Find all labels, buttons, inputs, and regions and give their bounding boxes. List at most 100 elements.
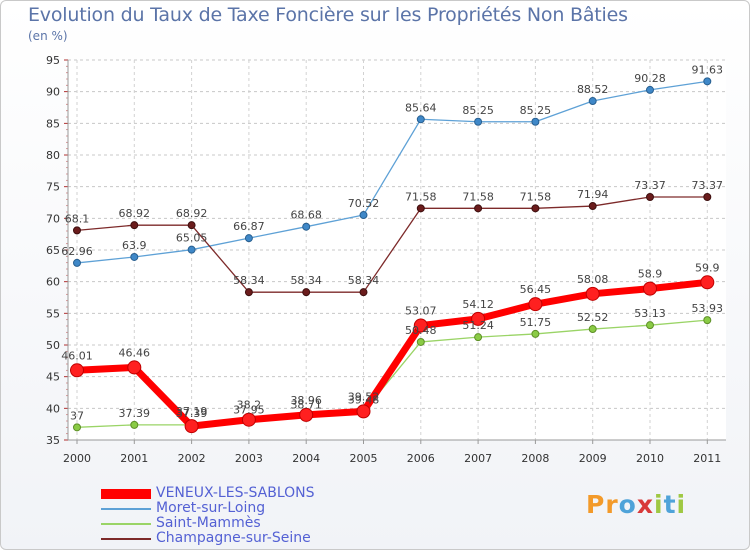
data-point-moret-sur-loing <box>73 258 81 267</box>
data-label-moret-sur-loing: 65.05 <box>176 232 208 245</box>
data-label-saint-mammes: 39.48 <box>348 394 380 407</box>
data-point-moret-sur-loing <box>359 211 368 220</box>
data-point-veneux-les-sablons <box>356 404 371 419</box>
data-label-champagne-sur-seine: 68.92 <box>176 207 208 220</box>
data-label-saint-mammes: 52.52 <box>577 311 609 324</box>
data-point-champagne-sur-seine <box>703 192 712 201</box>
data-point-saint-mammes <box>703 316 712 325</box>
data-point-moret-sur-loing <box>244 234 253 243</box>
data-label-moret-sur-loing: 85.25 <box>520 104 552 117</box>
legend-item-saint-mammes: Saint-Mammès <box>101 515 361 531</box>
legend-swatch <box>101 523 151 525</box>
data-label-veneux-les-sablons: 37.19 <box>176 405 208 418</box>
data-point-champagne-sur-seine <box>359 288 368 297</box>
y-tick-label: 75 <box>46 181 60 194</box>
data-label-saint-mammes: 51.75 <box>520 316 552 329</box>
legend-label: Saint-Mammès <box>156 515 261 531</box>
data-point-veneux-les-sablons <box>471 311 486 326</box>
y-tick-label: 50 <box>46 339 60 352</box>
y-tick-label: 60 <box>46 276 60 289</box>
legend-label: Moret-sur-Loing <box>156 500 266 516</box>
y-tick-label: 35 <box>46 434 60 447</box>
x-tick-label: 2007 <box>464 452 492 465</box>
y-tick-label: 70 <box>46 212 60 225</box>
data-label-saint-mammes: 53.13 <box>634 307 666 320</box>
data-label-veneux-les-sablons: 54.12 <box>462 298 494 311</box>
data-point-saint-mammes <box>531 329 540 338</box>
series-line-veneux-les-sablons <box>76 278 708 430</box>
legend-label: Champagne-sur-Seine <box>156 530 311 546</box>
logo-letter: i <box>654 490 664 519</box>
data-point-saint-mammes <box>588 325 597 334</box>
data-point-veneux-les-sablons <box>299 407 314 422</box>
data-point-moret-sur-loing <box>130 252 139 261</box>
data-label-champagne-sur-seine: 58.34 <box>290 274 322 287</box>
data-point-veneux-les-sablons <box>70 363 84 378</box>
data-label-champagne-sur-seine: 68.92 <box>119 207 151 220</box>
x-tick-label: 2010 <box>636 452 664 465</box>
data-label-saint-mammes: 37.39 <box>119 407 151 420</box>
data-point-champagne-sur-seine <box>302 288 311 297</box>
data-label-saint-mammes: 38.71 <box>290 399 322 412</box>
data-label-champagne-sur-seine: 58.34 <box>348 274 380 287</box>
data-label-champagne-sur-seine: 71.58 <box>462 190 494 203</box>
data-point-saint-mammes <box>73 423 81 432</box>
logo-letter: r <box>605 490 619 519</box>
data-label-champagne-sur-seine: 58.34 <box>233 274 265 287</box>
data-point-champagne-sur-seine <box>244 288 253 297</box>
data-point-veneux-les-sablons <box>184 419 199 434</box>
data-point-champagne-sur-seine <box>474 204 483 213</box>
legend-swatch <box>101 538 151 540</box>
data-point-veneux-les-sablons <box>585 286 600 301</box>
data-label-moret-sur-loing: 88.52 <box>577 83 609 96</box>
data-point-moret-sur-loing <box>588 97 597 106</box>
data-label-veneux-les-sablons: 58.9 <box>638 268 663 281</box>
legend-swatch <box>101 489 151 499</box>
data-label-champagne-sur-seine: 73.37 <box>692 179 724 192</box>
data-point-moret-sur-loing <box>302 222 311 231</box>
data-label-moret-sur-loing: 68.68 <box>290 209 322 222</box>
data-point-champagne-sur-seine <box>73 226 81 235</box>
logo-letter: t <box>663 490 677 519</box>
series-line-saint-mammes <box>76 319 708 428</box>
x-tick-label: 2008 <box>521 452 549 465</box>
logo-letter: x <box>636 490 654 519</box>
x-tick-label: 2005 <box>350 452 378 465</box>
data-point-champagne-sur-seine <box>588 202 597 211</box>
legend-item-veneux: VENEUX-LES-SABLONS <box>101 485 361 501</box>
data-label-moret-sur-loing: 63.9 <box>122 239 147 252</box>
data-label-veneux-les-sablons: 38.96 <box>290 394 322 407</box>
data-point-moret-sur-loing <box>416 115 425 124</box>
data-label-saint-mammes: 37.95 <box>233 403 265 416</box>
data-point-veneux-les-sablons <box>241 412 256 427</box>
data-point-champagne-sur-seine <box>531 204 540 213</box>
data-point-champagne-sur-seine <box>130 221 139 230</box>
data-point-champagne-sur-seine <box>646 192 654 201</box>
data-label-veneux-les-sablons: 59.9 <box>695 261 720 274</box>
chart-title: Evolution du Taux de Taxe Foncière sur l… <box>28 4 628 26</box>
series-line-champagne-sur-seine <box>76 196 708 293</box>
data-point-veneux-les-sablons <box>127 360 142 375</box>
data-point-moret-sur-loing <box>531 117 540 126</box>
data-label-veneux-les-sablons: 38.2 <box>237 399 262 412</box>
y-tick-label: 45 <box>46 371 60 384</box>
data-point-moret-sur-loing <box>187 245 196 254</box>
y-axis-unit: (en %) <box>28 29 68 43</box>
y-tick-label: 80 <box>46 149 60 162</box>
data-label-moret-sur-loing: 85.64 <box>405 101 437 114</box>
data-label-saint-mammes: 37 <box>70 409 84 422</box>
data-label-moret-sur-loing: 66.87 <box>233 220 265 233</box>
data-label-moret-sur-loing: 90.28 <box>634 72 666 85</box>
logo-letter: P <box>586 490 606 519</box>
data-point-veneux-les-sablons <box>528 297 543 312</box>
data-point-champagne-sur-seine <box>187 221 196 230</box>
legend-label: VENEUX-LES-SABLONS <box>156 485 315 501</box>
data-label-champagne-sur-seine: 71.94 <box>577 188 609 201</box>
data-label-champagne-sur-seine: 73.37 <box>634 179 666 192</box>
data-point-veneux-les-sablons <box>643 281 657 296</box>
data-label-champagne-sur-seine: 71.58 <box>520 190 552 203</box>
y-tick-label: 65 <box>46 244 60 257</box>
y-tick-label: 55 <box>46 307 60 320</box>
legend-item-champagne: Champagne-sur-Seine <box>101 530 361 546</box>
